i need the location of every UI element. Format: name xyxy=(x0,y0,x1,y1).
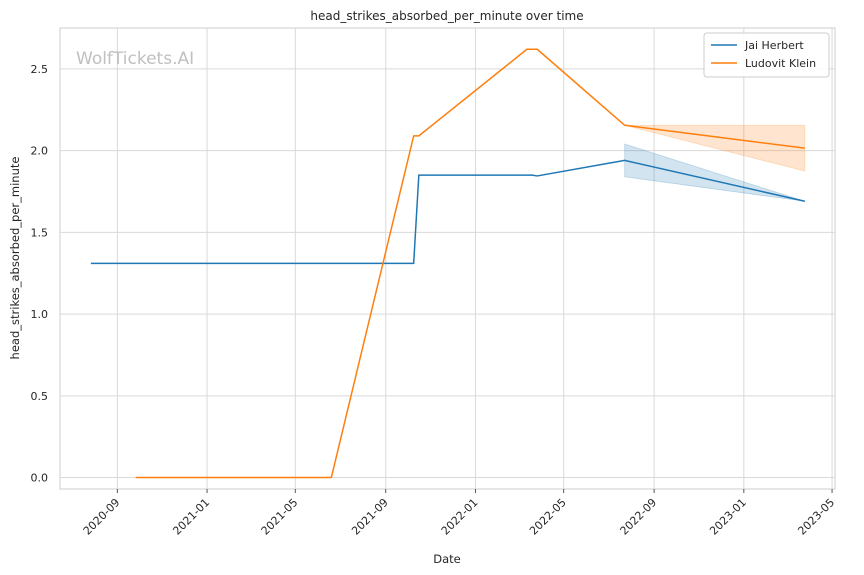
x-tick-label: 2022-09 xyxy=(618,496,660,538)
y-ticks: 0.0 0.5 1.0 1.5 2.0 2.5 xyxy=(31,63,49,485)
legend-frame xyxy=(703,32,830,78)
y-tick-label: 1.5 xyxy=(31,226,49,239)
x-ticks: 2020-09 2021-01 2021-05 2021-09 2022-01 2022-… xyxy=(81,489,837,538)
line-ludovit-klein xyxy=(135,48,805,479)
chart-title: head_strikes_absorbed_per_minute over ti… xyxy=(310,9,583,23)
x-tick-label: 2021-05 xyxy=(259,496,301,538)
y-tick-label: 0.5 xyxy=(31,390,49,403)
x-tick-label: 2020-09 xyxy=(81,496,123,538)
watermark: WolfTickets.AI xyxy=(76,49,194,69)
y-tick-label: 2.5 xyxy=(31,63,49,76)
x-axis-label: Date xyxy=(433,552,461,566)
x-tick-label: 2021-01 xyxy=(170,496,212,538)
y-axis-label: head_strikes_absorbed_per_minute xyxy=(8,157,22,360)
y-tick-label: 1.0 xyxy=(31,308,49,321)
y-tick-label: 2.0 xyxy=(31,145,49,158)
legend-label-jai-herbert: Jai Herbert xyxy=(744,39,804,52)
band-ludovit-klein xyxy=(624,124,806,172)
line-jai-herbert xyxy=(90,159,806,265)
x-tick-label: 2022-05 xyxy=(527,496,569,538)
x-tick-label: 2021-09 xyxy=(349,496,391,538)
legend-label-ludovit-klein: Ludovit Klein xyxy=(745,57,816,70)
x-tick-label: 2023-01 xyxy=(707,496,749,538)
series-lines xyxy=(90,48,806,479)
legend: Jai Herbert Ludovit Klein xyxy=(703,32,830,78)
grid xyxy=(60,28,835,489)
x-tick-label: 2023-05 xyxy=(795,496,837,538)
x-tick-label: 2022-01 xyxy=(439,496,481,538)
y-tick-label: 0.0 xyxy=(31,472,49,485)
plot-area xyxy=(59,27,836,490)
